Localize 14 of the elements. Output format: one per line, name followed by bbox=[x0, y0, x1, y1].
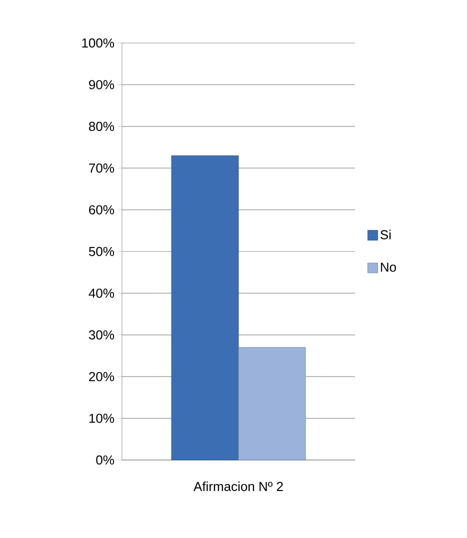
y-tick-label: 40% bbox=[88, 288, 114, 298]
y-tick-label: 70% bbox=[89, 163, 114, 173]
y-tick-label: 60% bbox=[89, 205, 114, 214]
x-tick-label: Afirmacion Nº 2 bbox=[194, 482, 283, 492]
legend-label: Si bbox=[380, 230, 391, 240]
y-tick-label: 80% bbox=[89, 122, 114, 131]
y-tick-label: 90% bbox=[89, 80, 114, 90]
legend-label: No bbox=[380, 262, 396, 272]
y-tick-label: 30% bbox=[88, 330, 114, 340]
y-tick-label: 20% bbox=[89, 372, 114, 382]
y-tick-label: 100% bbox=[82, 38, 114, 48]
y-tick-label: 50% bbox=[88, 246, 114, 256]
y-tick-label: 10% bbox=[89, 414, 114, 423]
y-tick-label: 0% bbox=[96, 455, 114, 465]
